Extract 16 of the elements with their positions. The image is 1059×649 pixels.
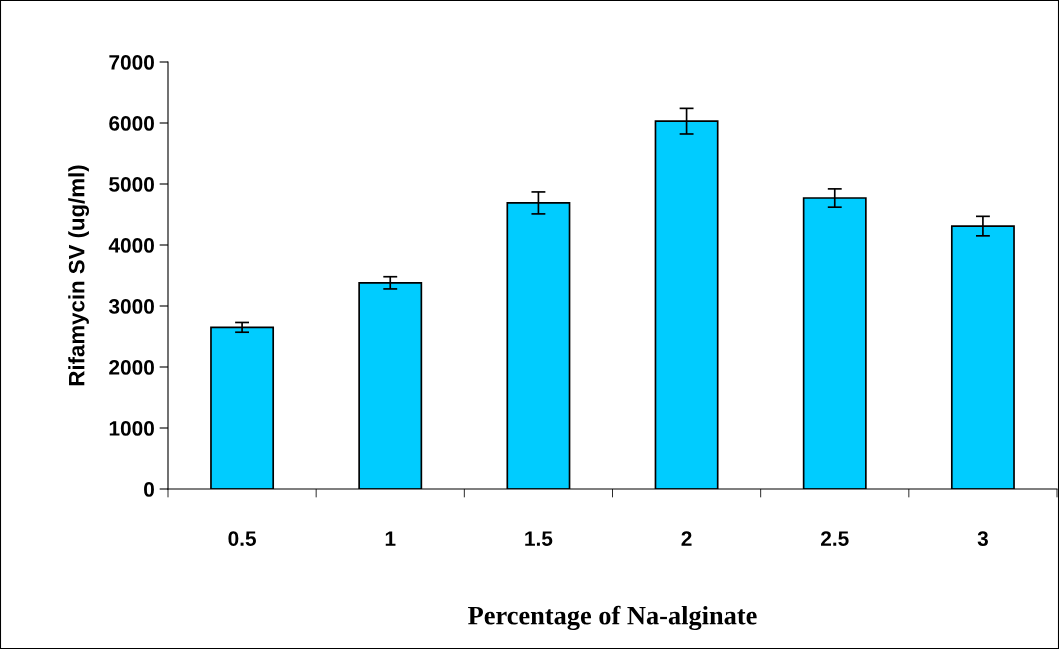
y-axis-title: Rifamycin SV (ug/ml) [68, 165, 90, 386]
x-tick-label: 0.5 [228, 531, 256, 546]
x-tick-label: 1 [385, 531, 396, 546]
y-tick-label: 4000 [108, 238, 154, 253]
x-tick-label: 2 [681, 531, 692, 546]
x-tick-label: 1.5 [525, 531, 553, 546]
x-axis-title: Percentage of Na-alginate [468, 605, 757, 631]
x-tick-label: 3 [977, 531, 988, 546]
y-tick-label: 7000 [109, 55, 154, 70]
x-tick-label: 2.5 [820, 531, 849, 546]
y-tick-label: 5000 [109, 177, 154, 192]
y-tick-label: 6000 [109, 116, 154, 131]
y-tick-label: 2000 [109, 360, 154, 375]
y-tick-label: 1000 [109, 421, 154, 436]
y-tick-label: 3000 [108, 299, 154, 314]
y-tick-label: 0 [144, 482, 154, 497]
